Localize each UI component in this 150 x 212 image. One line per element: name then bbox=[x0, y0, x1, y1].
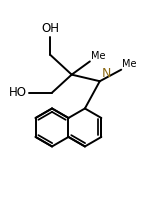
Text: Me: Me bbox=[91, 51, 105, 61]
Text: Me: Me bbox=[122, 59, 136, 69]
Text: HO: HO bbox=[9, 86, 27, 99]
Text: OH: OH bbox=[41, 22, 59, 35]
Text: N: N bbox=[101, 67, 111, 80]
